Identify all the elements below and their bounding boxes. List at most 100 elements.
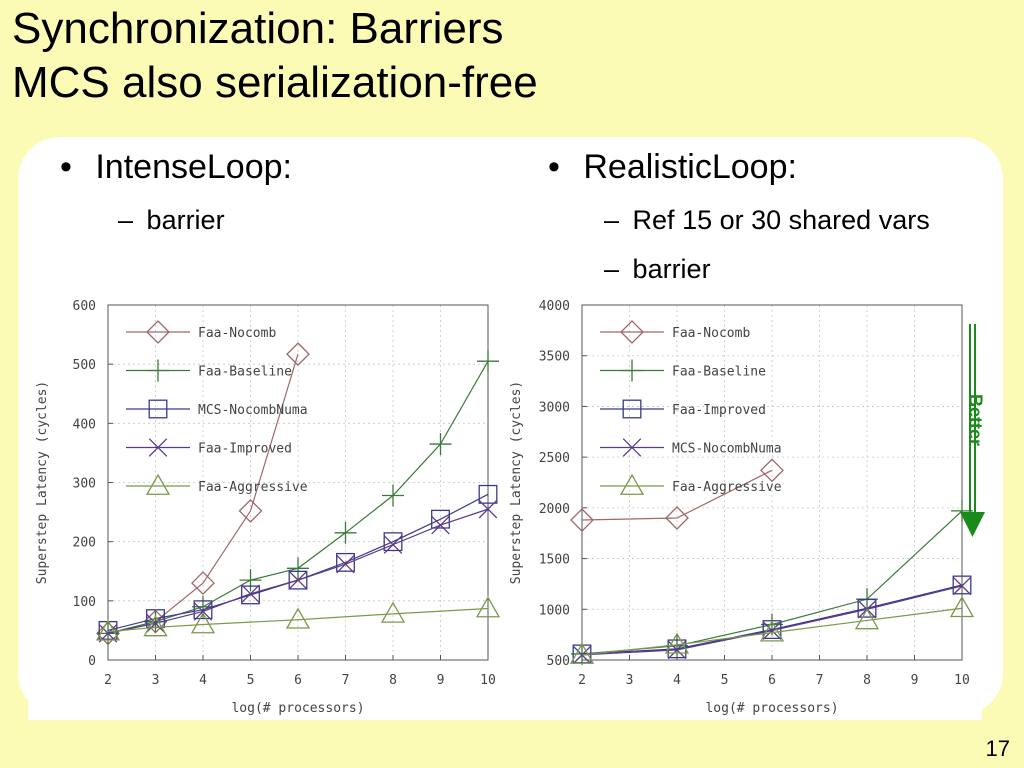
- y-tick-label: 100: [73, 595, 96, 610]
- legend-label: Faa-Baseline: [198, 365, 292, 380]
- x-tick-label: 3: [626, 673, 634, 688]
- data-point: [475, 596, 501, 618]
- bullet-label: IntenseLoop:: [95, 148, 292, 186]
- legend-label: Faa-Improved: [672, 403, 766, 418]
- chart-background: [502, 290, 982, 720]
- data-point: [665, 506, 689, 530]
- x-tick-label: 5: [721, 673, 729, 688]
- legend-marker: [622, 438, 642, 457]
- data-point: [382, 484, 404, 507]
- sub-bullet-barrier-left: – barrier: [118, 205, 225, 235]
- series-faa-nocomb: [570, 458, 784, 532]
- chart-background: [28, 290, 508, 720]
- x-tick-label: 6: [294, 673, 302, 688]
- data-point: [478, 484, 498, 504]
- y-tick-label: 300: [73, 477, 96, 492]
- data-point: [478, 499, 498, 519]
- data-point: [570, 508, 594, 532]
- title-line-1: Synchronization: Barriers: [12, 4, 504, 53]
- slide-title: Synchronization: Barriers MCS also seria…: [12, 2, 538, 110]
- data-point: [383, 532, 403, 552]
- legend-marker: [147, 359, 169, 382]
- chart-realisticloop: 2 3 4 5 6 7 8 9 10 500 1000 1500 2000 2500 3000 3500 400…: [502, 290, 982, 720]
- data-point: [241, 585, 260, 605]
- x-axis-label: log(# processors): [231, 701, 364, 716]
- data-point: [191, 571, 215, 596]
- series-line: [581, 469, 773, 521]
- legend: Faa-Nocomb Faa-Baseline MCS-NocombNuma Faa-…: [126, 320, 308, 495]
- data-point: [190, 612, 216, 634]
- data-point: [761, 613, 783, 636]
- legend-marker: [148, 438, 168, 457]
- x-tick-label: 4: [199, 673, 207, 688]
- y-tick-label: 2000: [539, 502, 570, 517]
- x-tick-label: 7: [342, 673, 350, 688]
- data-point: [95, 619, 121, 641]
- data-point: [569, 642, 595, 664]
- data-point: [336, 554, 355, 574]
- data-point: [193, 600, 213, 620]
- data-point: [572, 645, 592, 665]
- legend-marker: [620, 320, 644, 344]
- data-point: [949, 595, 975, 618]
- data-point: [143, 615, 168, 637]
- legend: Faa-Nocomb Faa-Baseline Faa-Improved MCS-No…: [600, 320, 782, 495]
- slide-number: 17: [985, 736, 1010, 761]
- bullet-label: RealisticLoop:: [583, 148, 797, 186]
- x-axis-label: log(# processors): [705, 701, 838, 716]
- data-point: [241, 584, 260, 603]
- x-tick-label: 7: [816, 673, 824, 688]
- series-line: [581, 584, 963, 655]
- data-point: [288, 570, 308, 590]
- x-tick-label: 6: [768, 673, 776, 688]
- bullet-dot: •: [548, 148, 560, 186]
- title-line-2: MCS also serialization-free: [12, 58, 538, 107]
- legend-label: Faa-Nocomb: [672, 326, 750, 341]
- y-tick-label: 2500: [539, 451, 570, 466]
- series-line: [107, 607, 489, 633]
- x-tick-label: 9: [437, 673, 445, 688]
- data-point: [431, 515, 450, 535]
- series-line: [581, 607, 963, 656]
- data-point: [238, 498, 263, 523]
- y-tick-label: 500: [73, 358, 96, 373]
- sub-bullet-label: barrier: [632, 254, 711, 284]
- data-point: [383, 535, 403, 554]
- legend-marker: [619, 473, 645, 495]
- data-point: [854, 608, 880, 630]
- series-mcs-nocombnuma: [572, 576, 972, 665]
- x-tick-label: 10: [954, 673, 970, 688]
- bullet-realisticloop: • RealisticLoop:: [548, 148, 797, 187]
- bullet-intenseloop: • IntenseLoop:: [60, 148, 292, 187]
- better-label: Better: [965, 393, 986, 447]
- legend-marker: [621, 359, 643, 382]
- legend-marker: [146, 320, 170, 344]
- legend-marker: [622, 399, 642, 419]
- y-tick-label: 1000: [539, 603, 570, 618]
- y-axis-label: Superstep Latency (cycles): [509, 381, 524, 585]
- legend-label: Faa-Baseline: [672, 365, 766, 380]
- data-point: [146, 614, 165, 633]
- data-point: [336, 552, 355, 572]
- legend-label: Faa-Aggressive: [198, 480, 308, 495]
- legend-marker: [145, 473, 171, 495]
- x-tick-label: 10: [480, 673, 496, 688]
- x-tick-label: 2: [578, 673, 586, 688]
- sub-bullet-barrier-right: – barrier: [604, 254, 711, 284]
- legend-label: Faa-Nocomb: [198, 326, 276, 341]
- legend-label: MCS-NocombNuma: [672, 442, 782, 457]
- data-point: [762, 621, 782, 640]
- y-tick-label: 200: [73, 536, 96, 551]
- legend-label: Faa-Aggressive: [672, 480, 782, 495]
- y-tick-label: 3000: [539, 400, 570, 415]
- sub-bullet-label: barrier: [146, 205, 225, 235]
- legend-label: MCS-NocombNuma: [198, 403, 308, 418]
- x-tick-label: 2: [104, 673, 112, 688]
- data-point: [664, 632, 690, 654]
- data-point: [288, 570, 308, 590]
- data-point: [760, 458, 784, 483]
- data-point: [193, 602, 213, 621]
- y-tick-label: 3500: [539, 350, 570, 365]
- data-point: [380, 601, 406, 623]
- better-arrow-icon: [960, 324, 985, 537]
